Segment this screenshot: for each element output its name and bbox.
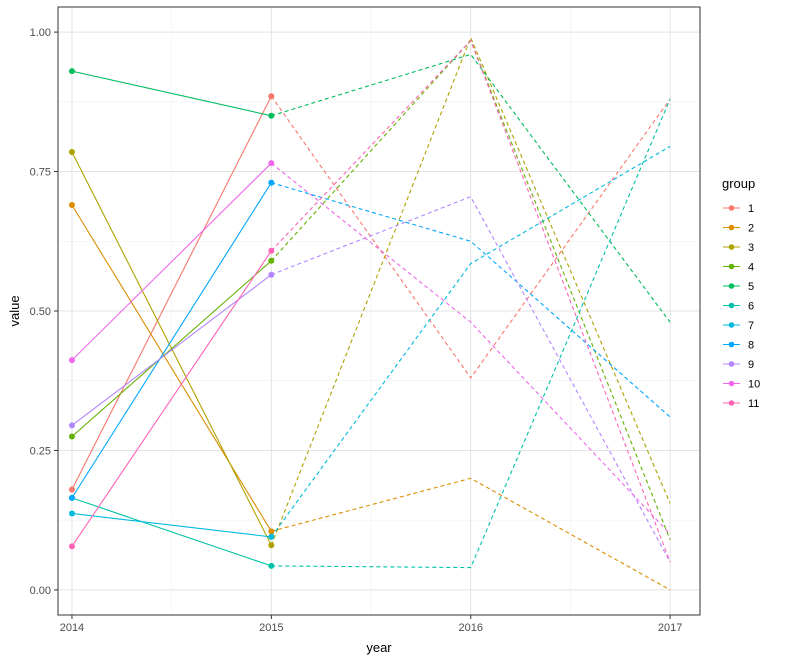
series-11-lines — [71, 39, 671, 563]
series-7-point — [268, 533, 275, 540]
y-tick-label: 0.00 — [30, 585, 51, 597]
series-4-observed-line — [71, 260, 272, 437]
legend-item-5: 5 — [723, 281, 754, 293]
series-9-point — [68, 422, 75, 429]
series-3-projected-line — [270, 36, 671, 546]
series-lines — [71, 36, 671, 591]
series-6-point — [268, 562, 275, 569]
series-2-point — [68, 202, 75, 209]
data-points — [68, 68, 275, 569]
series-3-point — [268, 542, 275, 549]
x-tick-label: 2016 — [458, 622, 482, 634]
legend-label: 8 — [748, 340, 754, 352]
series-1-lines — [71, 95, 671, 490]
legend-label: 10 — [748, 379, 760, 391]
series-8-point — [268, 179, 275, 186]
series-6-observed-line — [71, 497, 272, 567]
series-7-lines — [71, 145, 671, 538]
series-2-projected-line — [271, 477, 671, 591]
y-tick-label: 1.00 — [30, 27, 51, 39]
series-5-point — [268, 112, 275, 119]
legend-key-point — [728, 244, 735, 250]
legend-label: 7 — [748, 320, 754, 332]
y-tick-label: 0.75 — [30, 167, 51, 179]
series-2-point — [268, 528, 275, 535]
legend-item-7: 7 — [723, 320, 754, 332]
legend-key-point — [728, 302, 735, 309]
legend-key-point — [728, 322, 735, 328]
series-11-point — [268, 247, 275, 254]
legend-item-4: 4 — [723, 262, 754, 274]
series-9-point — [268, 271, 275, 278]
legend-key-point — [728, 263, 735, 270]
y-tick-label: 0.50 — [30, 306, 51, 318]
series-11-observed-line — [71, 250, 272, 547]
legend-label: 6 — [748, 301, 754, 313]
legend: group 1 2 3 4 5 6 7 8 9 10 11 — [722, 176, 760, 410]
series-1-projected-line — [270, 95, 671, 379]
series-10-projected-line — [270, 162, 671, 535]
series-6-projected-line — [271, 98, 671, 569]
x-tick-label: 2014 — [60, 622, 84, 634]
legend-item-3: 3 — [723, 242, 754, 254]
series-10-point — [268, 160, 275, 167]
legend-label: 9 — [748, 359, 754, 371]
series-10-observed-line — [71, 162, 272, 361]
legend-item-6: 6 — [723, 301, 754, 313]
legend-key-point — [728, 283, 735, 289]
series-10-lines — [71, 162, 671, 535]
axes: 2014 2015 2016 2017 0.00 0.25 0.50 0.75 1.00 — [30, 27, 683, 634]
series-6-lines — [71, 98, 671, 569]
x-tick-label: 2017 — [658, 622, 682, 634]
legend-label: 5 — [748, 281, 754, 293]
legend-item-10: 10 — [723, 379, 760, 391]
series-8-lines — [71, 182, 671, 499]
series-1-point — [68, 486, 75, 493]
legend-key-point — [728, 224, 735, 231]
legend-label: 11 — [748, 398, 759, 410]
series-1-observed-line — [71, 95, 272, 490]
legend-item-9: 9 — [723, 359, 754, 371]
legend-key-point — [728, 400, 735, 406]
grid-lines — [58, 7, 700, 615]
legend-key-point — [728, 380, 735, 387]
series-9-projected-line — [271, 196, 671, 563]
x-tick-label: 2015 — [259, 622, 283, 634]
series-5-observed-line — [71, 70, 272, 117]
legend-key-point — [728, 361, 735, 367]
series-5-lines — [71, 53, 671, 323]
series-7-projected-line — [270, 145, 671, 538]
series-11-point — [68, 543, 75, 550]
series-4-point — [268, 257, 275, 264]
series-7-observed-line — [71, 512, 272, 538]
legend-item-1: 1 — [723, 203, 754, 215]
legend-label: 3 — [748, 242, 754, 254]
legend-key-point — [728, 205, 735, 211]
legend-title: group — [722, 176, 755, 191]
x-axis-title: year — [366, 640, 392, 655]
series-5-point — [68, 68, 75, 75]
legend-label: 1 — [748, 203, 754, 215]
series-11-projected-line — [270, 39, 671, 563]
series-8-point — [68, 494, 75, 501]
series-8-projected-line — [271, 182, 671, 418]
legend-key-point — [728, 341, 735, 348]
series-2-lines — [71, 204, 671, 591]
series-8-observed-line — [71, 182, 272, 499]
series-10-point — [68, 357, 75, 364]
legend-item-2: 2 — [723, 223, 754, 235]
series-7-point — [68, 510, 75, 517]
legend-label: 4 — [748, 262, 754, 274]
series-2-observed-line — [71, 204, 272, 532]
series-3-point — [68, 149, 75, 156]
series-1-point — [268, 93, 275, 100]
y-axis-title: value — [7, 295, 22, 326]
series-4-point — [68, 433, 75, 440]
legend-label: 2 — [748, 223, 754, 235]
legend-item-8: 8 — [723, 340, 754, 352]
y-tick-label: 0.25 — [30, 445, 51, 457]
legend-item-11: 11 — [723, 398, 759, 410]
